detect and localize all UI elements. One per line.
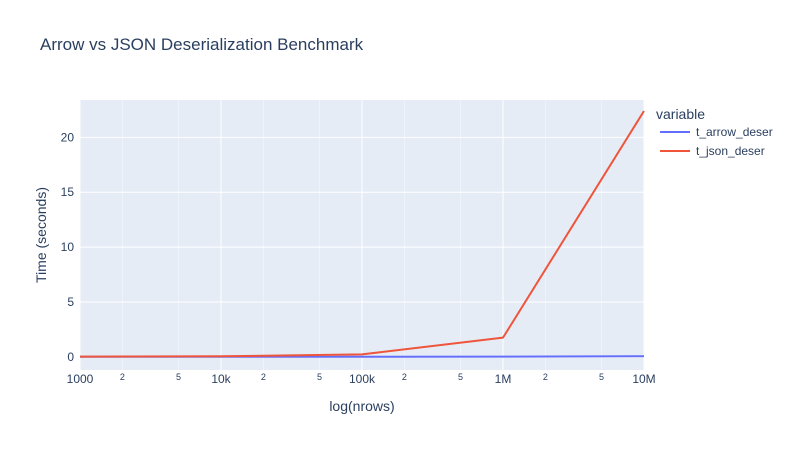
y-tick-label: 20	[61, 130, 75, 144]
chart-title: Arrow vs JSON Deserialization Benchmark	[40, 35, 364, 54]
y-axis-title: Time (seconds)	[33, 187, 49, 283]
legend[interactable]: variable t_arrow_deser t_json_deser	[656, 106, 773, 158]
axis-ticks: 2 5 2 5 2 5 2 5 1000 10k 100k 1M 10M 0 5 10 15 20	[61, 130, 656, 386]
legend-item-t-arrow-deser[interactable]: t_arrow_deser	[660, 125, 773, 139]
legend-item-t-json-deser[interactable]: t_json_deser	[660, 144, 765, 158]
x-minor-tick-label: 2	[543, 372, 548, 382]
x-tick-label: 10M	[632, 372, 655, 386]
legend-items: t_arrow_deser t_json_deser	[660, 125, 773, 158]
y-tick-label: 5	[67, 295, 74, 309]
x-minor-tick-label: 5	[458, 372, 463, 382]
y-tick-label: 15	[61, 185, 75, 199]
x-minor-tick-label: 2	[402, 372, 407, 382]
legend-label: t_json_deser	[696, 144, 765, 158]
series-line-t-json-deser	[79, 110, 645, 358]
x-tick-label: 100k	[349, 372, 376, 386]
legend-title: variable	[656, 106, 705, 122]
series-lines	[79, 110, 645, 358]
legend-label: t_arrow_deser	[696, 125, 773, 139]
x-minor-tick-label: 2	[120, 372, 125, 382]
y-tick-label: 0	[67, 350, 74, 364]
x-minor-tick-label: 5	[599, 372, 604, 382]
x-tick-label: 1000	[67, 372, 94, 386]
x-tick-label: 10k	[211, 372, 231, 386]
x-minor-tick-label: 5	[317, 372, 322, 382]
y-tick-label: 10	[61, 240, 75, 254]
x-minor-tick-label: 2	[261, 372, 266, 382]
x-minor-tick-label: 5	[176, 372, 181, 382]
x-tick-label: 1M	[495, 372, 512, 386]
x-axis-title: log(nrows)	[329, 398, 394, 414]
